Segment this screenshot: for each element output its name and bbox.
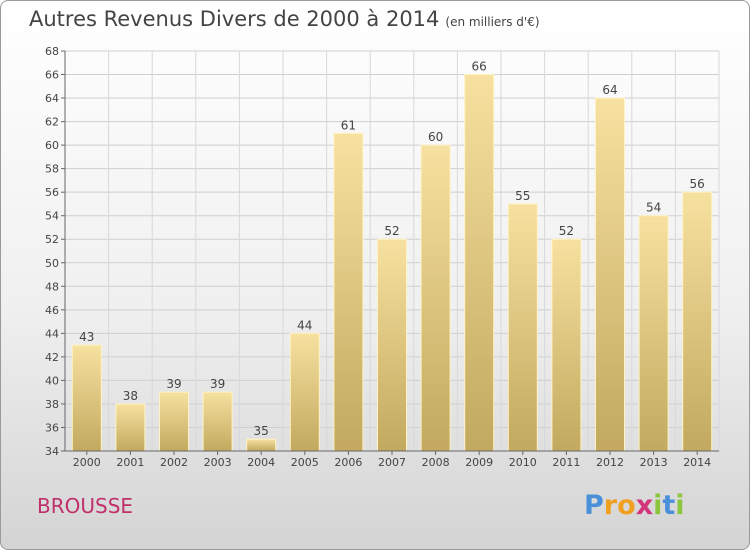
- y-tick-label: 62: [45, 116, 59, 129]
- bar: [115, 403, 146, 452]
- data-label: 66: [472, 60, 487, 74]
- logo-letter: r: [603, 490, 618, 521]
- x-tick-label: 2000: [73, 456, 101, 469]
- y-tick-label: 50: [45, 257, 59, 270]
- data-label: 39: [166, 377, 181, 391]
- bar: [551, 238, 582, 452]
- bar: [595, 97, 625, 452]
- y-tick-label: 52: [45, 233, 59, 246]
- bar: [420, 144, 451, 452]
- chart-title: Autres Revenus Divers de 2000 à 2014 (en …: [29, 7, 540, 31]
- logo-letter: i: [653, 490, 663, 521]
- chart-subtitle: (en milliers d'€): [445, 15, 540, 29]
- proxiti-logo: Proxiti: [584, 490, 685, 521]
- bar: [682, 191, 713, 452]
- x-tick-label: 2011: [552, 456, 580, 469]
- bar: [333, 132, 364, 452]
- data-label: 60: [428, 130, 443, 144]
- x-tick-label: 2010: [509, 456, 537, 469]
- data-label: 54: [646, 201, 661, 215]
- x-tick-label: 2003: [204, 456, 232, 469]
- data-label: 38: [123, 389, 138, 403]
- bar: [377, 238, 407, 452]
- logo-letter: o: [617, 490, 636, 521]
- data-label: 35: [254, 424, 269, 438]
- y-tick-label: 60: [45, 139, 59, 152]
- data-labels: 43 38 39 39 35 44 61 52 60 66 55 52 64 54 56: [79, 60, 705, 439]
- x-tick-label: 2008: [422, 456, 450, 469]
- x-tick-label: 2007: [378, 456, 406, 469]
- bar: [289, 332, 320, 452]
- x-tick-label: 2009: [465, 456, 493, 469]
- x-tick-label: 2004: [247, 456, 275, 469]
- x-tick-label: 2013: [640, 456, 668, 469]
- y-tick-label: 66: [45, 69, 59, 82]
- x-tick-label: 2001: [116, 456, 144, 469]
- commune-name: BROUSSE: [37, 494, 134, 518]
- y-tick-label: 38: [45, 398, 59, 411]
- bar: [638, 215, 669, 452]
- y-tick-label: 54: [45, 210, 59, 223]
- bar: [159, 391, 189, 452]
- y-tick-label: 34: [45, 445, 59, 458]
- y-tick-label: 46: [45, 304, 59, 317]
- x-tick-label: 2012: [596, 456, 624, 469]
- data-label: 55: [515, 189, 530, 203]
- data-label: 61: [341, 118, 356, 132]
- data-label: 56: [690, 177, 705, 191]
- y-tick-label: 42: [45, 351, 59, 364]
- x-tick-label: 2005: [291, 456, 319, 469]
- bars: [71, 74, 713, 452]
- x-tick-label: 2002: [160, 456, 188, 469]
- data-label: 43: [79, 330, 94, 344]
- data-label: 44: [297, 318, 312, 332]
- bar: [246, 438, 277, 452]
- axes: 34 36 38 40 42 44 46 48 50 52 54 56 58 60 62 64 66 68 2000…: [45, 45, 719, 469]
- logo-letter: i: [675, 490, 685, 521]
- bar: [464, 74, 495, 452]
- y-tick-label: 44: [45, 327, 59, 340]
- y-tick-label: 36: [45, 421, 59, 434]
- y-tick-label: 48: [45, 280, 59, 293]
- x-tick-label: 2006: [334, 456, 362, 469]
- data-label: 39: [210, 377, 225, 391]
- data-label: 64: [602, 83, 617, 97]
- logo-letter: x: [635, 490, 654, 521]
- data-label: 52: [559, 224, 574, 238]
- data-label: 52: [384, 224, 399, 238]
- y-tick-label: 64: [45, 92, 59, 105]
- bar: [507, 203, 538, 452]
- bar: [202, 391, 233, 452]
- logo-letter: t: [662, 490, 676, 521]
- logo-letter: P: [584, 490, 604, 521]
- y-tick-label: 40: [45, 374, 59, 387]
- chart-title-text: Autres Revenus Divers de 2000 à 2014: [29, 7, 440, 31]
- x-tick-label: 2014: [683, 456, 711, 469]
- y-tick-label: 58: [45, 163, 59, 176]
- bar: [71, 344, 102, 452]
- y-tick-label: 56: [45, 186, 59, 199]
- y-tick-label: 68: [45, 45, 59, 58]
